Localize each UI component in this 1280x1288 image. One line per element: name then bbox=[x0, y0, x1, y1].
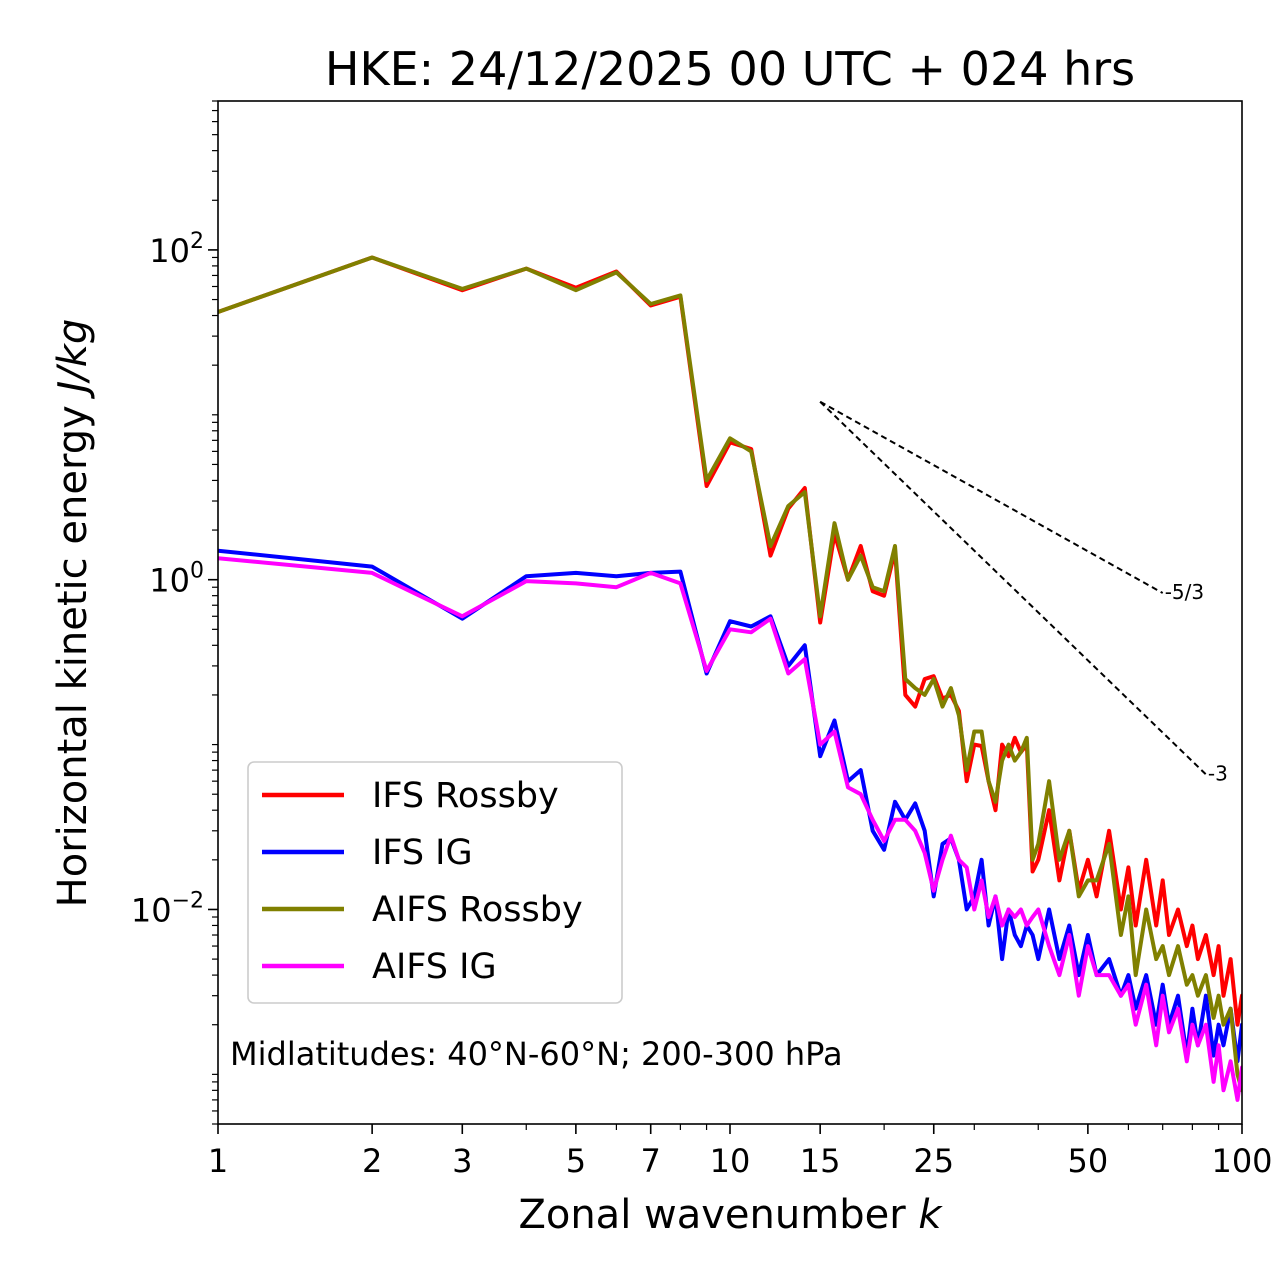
x-tick-label-100: 100 bbox=[1211, 1142, 1272, 1180]
y-tick-label-−2: 10−2 bbox=[131, 888, 204, 929]
slope-label-3: -3 bbox=[1208, 761, 1228, 785]
legend-label-aifs-rossby: AIFS Rossby bbox=[372, 890, 583, 930]
series-lines bbox=[218, 255, 1242, 1102]
y-axis-label-text: Horizontal kinetic energy bbox=[50, 393, 96, 908]
y-tick-label-0: 100 bbox=[149, 559, 204, 600]
reference-slope-labels: -5/3 -3 bbox=[1165, 580, 1228, 785]
legend-box bbox=[247, 761, 623, 1004]
slope-label-5-3: -5/3 bbox=[1165, 580, 1204, 604]
x-axis-label-text: Zonal wavenumber bbox=[518, 1192, 918, 1238]
legend: IFS Rossby IFS IG AIFS Rossby AIFS IG bbox=[247, 761, 623, 1004]
y-axis-ticks: 102 100 10−2 bbox=[131, 100, 218, 1125]
x-axis-label: Zonal wavenumber k bbox=[518, 1192, 943, 1238]
x-tick-label-3: 3 bbox=[452, 1142, 472, 1180]
x-tick-label-7: 7 bbox=[641, 1142, 661, 1180]
x-axis-ticks: 1 2 3 5 7 10 15 25 50 100 bbox=[208, 1124, 1273, 1180]
legend-label-aifs-ig: AIFS IG bbox=[372, 947, 497, 987]
series-line-aifs-ig bbox=[218, 556, 1242, 1102]
y-axis-label-unit: J/kg bbox=[50, 319, 96, 400]
y-axis-label: Horizontal kinetic energy J/kg bbox=[50, 319, 96, 908]
x-tick-label-25: 25 bbox=[913, 1142, 954, 1180]
x-tick-label-5: 5 bbox=[566, 1142, 586, 1180]
x-tick-label-15: 15 bbox=[800, 1142, 841, 1180]
slope-line-5-3 bbox=[819, 400, 1164, 594]
x-tick-label-1: 1 bbox=[208, 1142, 228, 1180]
legend-label-ifs-ig: IFS IG bbox=[372, 833, 473, 873]
series-line-aifs-rossby bbox=[218, 255, 1242, 1093]
region-annotation: Midlatitudes: 40°N-60°N; 200-300 hPa bbox=[230, 1035, 843, 1073]
reference-slopes bbox=[819, 400, 1207, 776]
y-tick-label-2: 102 bbox=[149, 229, 204, 270]
x-tick-label-10: 10 bbox=[710, 1142, 751, 1180]
chart-title: HKE: 24/12/2025 00 UTC + 024 hrs bbox=[325, 42, 1135, 96]
legend-label-ifs-rossby: IFS Rossby bbox=[372, 776, 559, 816]
x-tick-label-50: 50 bbox=[1068, 1142, 1109, 1180]
x-axis-label-variable: k bbox=[918, 1192, 943, 1238]
x-tick-label-2: 2 bbox=[362, 1142, 382, 1180]
